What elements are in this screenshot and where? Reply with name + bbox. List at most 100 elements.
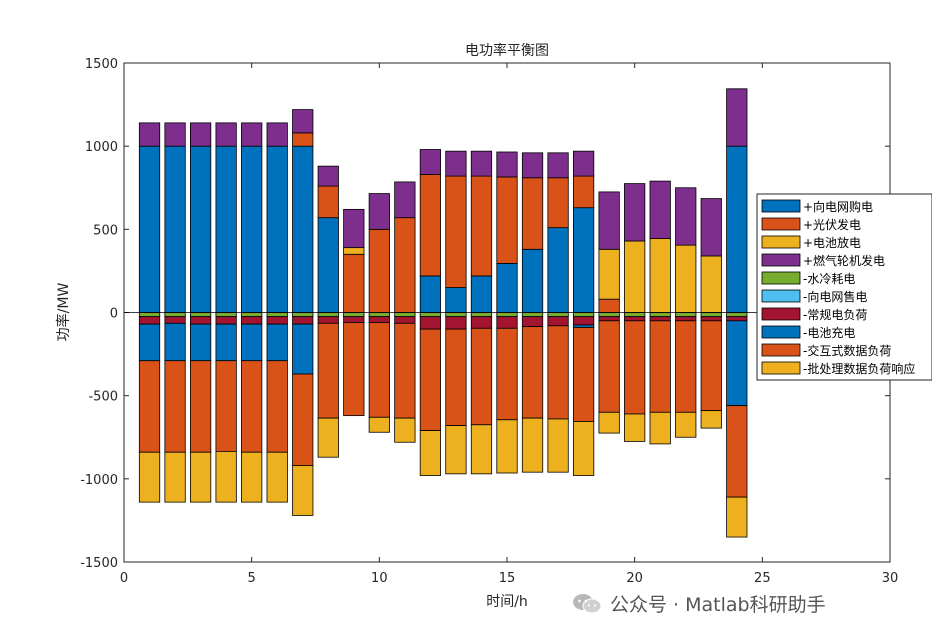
bar-segment xyxy=(624,320,646,415)
bar-segment xyxy=(445,287,467,313)
bar-segment xyxy=(521,326,544,419)
legend-entry: +电池放电 xyxy=(803,235,861,250)
bar-segment xyxy=(189,312,212,318)
bar-segment xyxy=(572,421,595,476)
bar-segment xyxy=(317,322,339,419)
bar-segment xyxy=(445,316,467,330)
bar-segment xyxy=(572,150,595,177)
bar-segment xyxy=(700,255,722,313)
bar-segment xyxy=(726,312,748,318)
bar-segment xyxy=(700,320,722,412)
bar-segment xyxy=(726,320,748,407)
bar-segment xyxy=(241,316,263,325)
y-tick-label: 0 xyxy=(110,307,118,322)
bar-segment xyxy=(241,312,263,318)
bar-segment xyxy=(726,145,748,313)
bar-segment xyxy=(292,373,314,466)
bar-segment xyxy=(164,312,186,318)
bar-segment xyxy=(598,316,620,322)
bar-segment xyxy=(496,312,518,318)
bar-segment xyxy=(215,122,237,147)
bar-segment xyxy=(266,316,288,325)
bar-segment xyxy=(700,410,722,429)
bar-segment xyxy=(572,327,595,422)
watermark-text: 公众号 · Matlab科研助手 xyxy=(610,594,826,616)
bar-segment xyxy=(138,312,161,318)
bar-segment xyxy=(266,312,288,318)
bar-segment xyxy=(572,207,595,313)
bar-segment xyxy=(138,323,161,362)
bar-segment xyxy=(189,122,212,147)
legend-swatch xyxy=(761,289,801,303)
bar-segment xyxy=(649,312,671,318)
bar-segment xyxy=(470,316,493,329)
bar-segment xyxy=(521,152,544,179)
x-tick-label: 10 xyxy=(371,571,388,586)
bar-segment xyxy=(419,275,442,313)
legend-swatch xyxy=(761,343,801,357)
bar-segment xyxy=(470,312,493,318)
bar-segment xyxy=(624,183,646,242)
bar-segment xyxy=(241,323,263,362)
bar-segment xyxy=(726,405,748,498)
bar-segment xyxy=(164,316,186,324)
bar-segment xyxy=(189,145,212,313)
bar-segment xyxy=(164,451,186,503)
bar-segment xyxy=(624,413,646,442)
bar-segment xyxy=(138,360,161,453)
bar-segment xyxy=(215,323,237,362)
legend-entry: +燃气轮机发电 xyxy=(803,253,885,268)
bar-segment xyxy=(726,88,748,147)
legend-swatch xyxy=(761,307,801,321)
bar-segment xyxy=(164,122,186,147)
bar-segment xyxy=(292,312,314,318)
bar-segment xyxy=(470,327,493,426)
bar-segment xyxy=(266,360,288,453)
x-tick-label: 20 xyxy=(626,571,643,586)
bar-segment xyxy=(700,316,722,322)
bar-segment xyxy=(675,320,697,413)
bar-segment xyxy=(598,248,620,300)
legend-entry: +光伏发电 xyxy=(803,217,861,232)
bar-segment xyxy=(419,174,442,277)
bar-segment xyxy=(675,244,697,313)
bar-segment xyxy=(317,417,339,458)
bar-segment xyxy=(496,327,518,421)
bar-segment xyxy=(266,451,288,503)
bar-segment xyxy=(649,238,671,313)
bar-segment xyxy=(572,312,595,318)
tick-labels: 0 5 10 15 20 25 30 -1500 -1000 -500 0 500 1000 1500 xyxy=(80,57,898,586)
y-tick-label: 500 xyxy=(93,223,118,238)
bar-segment xyxy=(241,451,263,503)
chart-title: 电功率平衡图 xyxy=(465,42,549,59)
bar-segment xyxy=(547,418,569,473)
bar-segment xyxy=(496,176,518,264)
bar-segment xyxy=(598,411,620,434)
bar-segment xyxy=(470,175,493,277)
bar-segment xyxy=(266,145,288,313)
legend-entry: -常规电负荷 xyxy=(803,307,867,322)
bar-segment xyxy=(624,240,646,313)
legend-swatch xyxy=(761,217,801,231)
bar-segment xyxy=(164,360,186,453)
bar-segment xyxy=(138,316,161,325)
bar-group xyxy=(138,88,748,538)
wechat-icon xyxy=(573,593,602,613)
legend-entry: +向电网购电 xyxy=(803,199,873,214)
bar-segment xyxy=(598,312,620,318)
bar-segment xyxy=(343,316,365,323)
bar-segment xyxy=(394,417,416,443)
bar-segment xyxy=(394,322,416,419)
bar-segment xyxy=(266,323,288,362)
bar-segment xyxy=(368,316,390,323)
legend-swatch xyxy=(761,199,801,213)
x-tick-label: 25 xyxy=(754,571,771,586)
bar-segment xyxy=(343,208,365,249)
bar-segment xyxy=(521,248,544,313)
bar-segment xyxy=(292,316,314,325)
bar-segment xyxy=(419,149,442,175)
bar-segment xyxy=(445,150,467,177)
bar-segment xyxy=(547,312,569,318)
legend-entry: -电池充电 xyxy=(803,325,855,340)
bar-segment xyxy=(700,312,722,318)
